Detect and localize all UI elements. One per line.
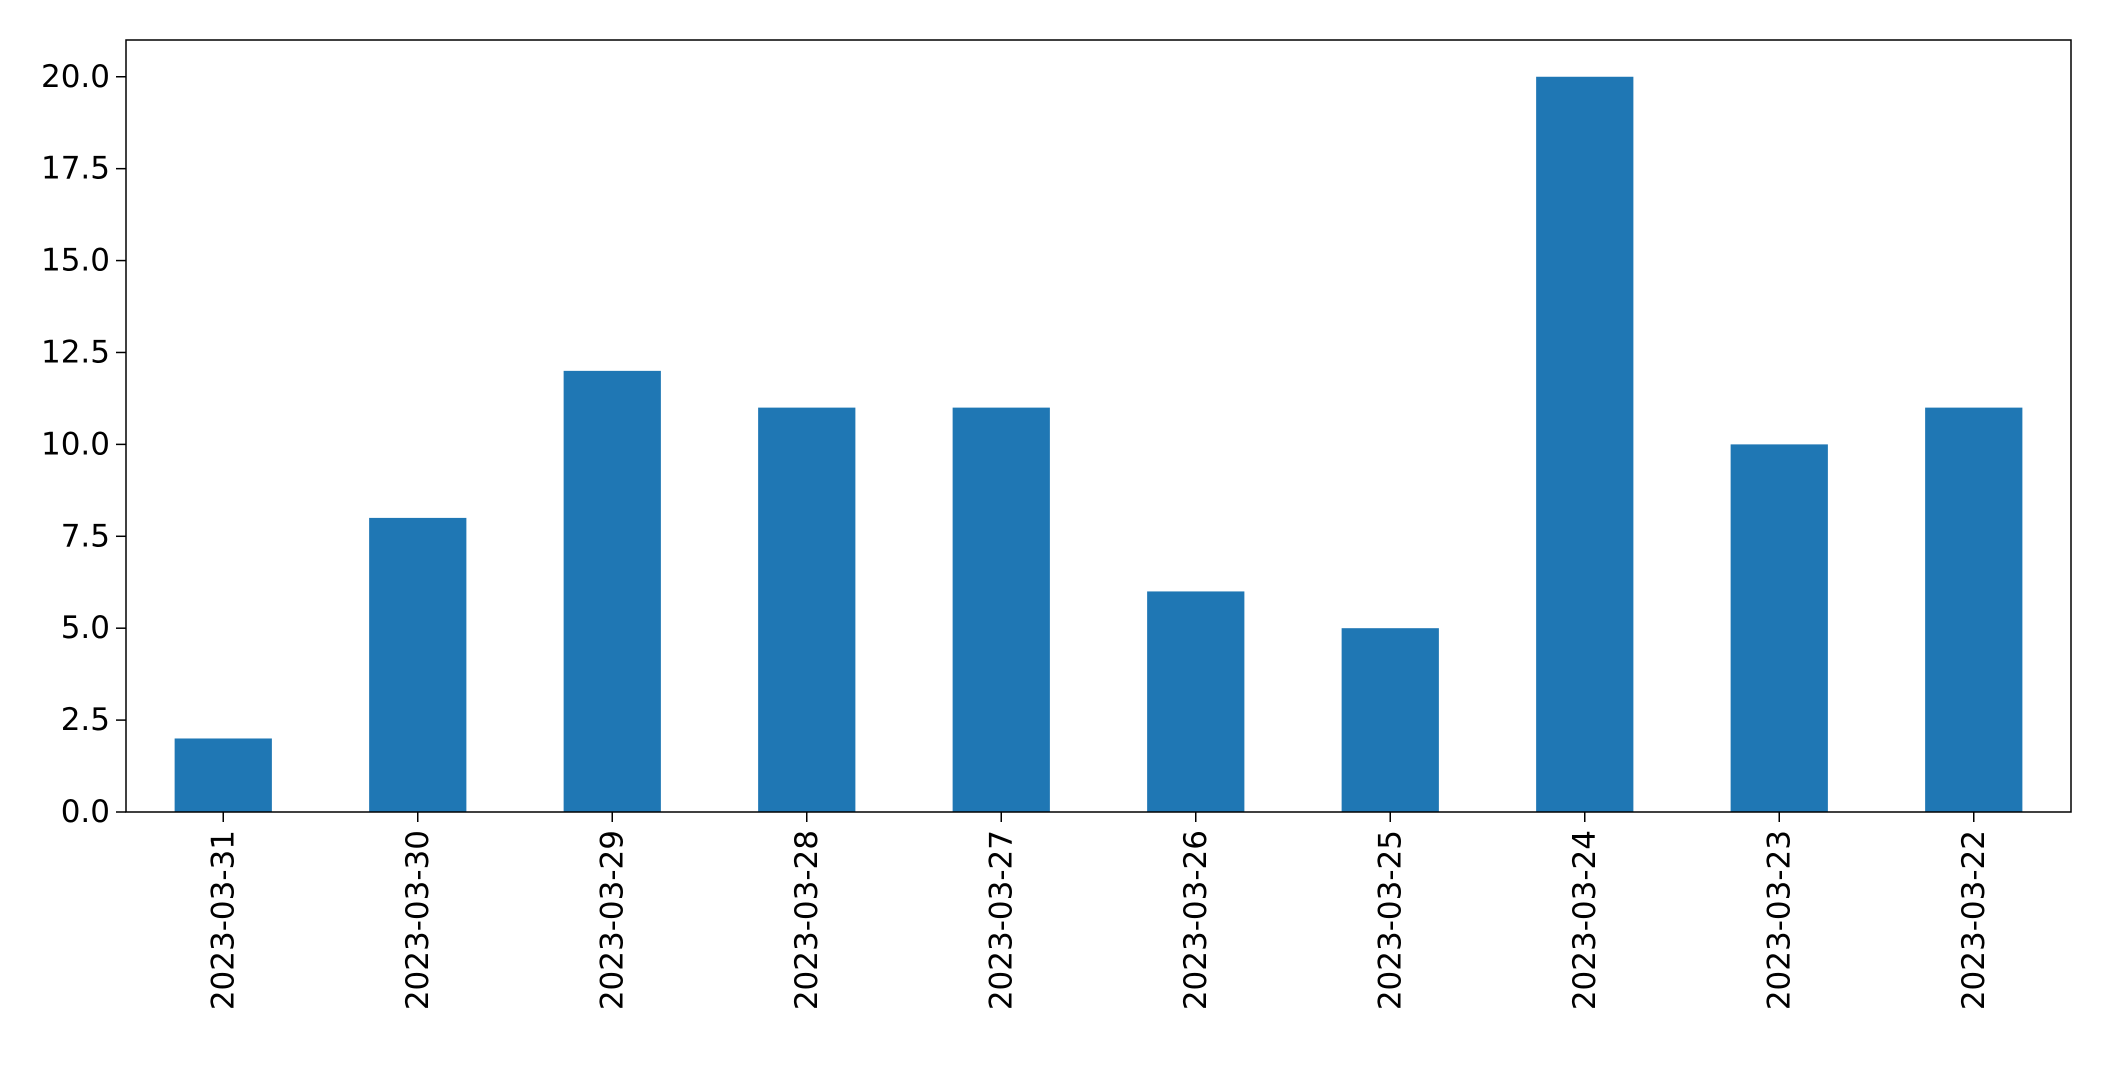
bar-2023-03-24	[1536, 76, 1634, 812]
y-tick-label: 12.5	[41, 334, 110, 370]
x-tick-label: 2023-03-23	[1761, 830, 1797, 1010]
x-tick-label: 2023-03-31	[205, 830, 241, 1010]
y-tick-label: 15.0	[41, 243, 110, 279]
bar-2023-03-23	[1730, 444, 1828, 812]
bar-2023-03-31	[174, 738, 272, 812]
x-tick-label: 2023-03-30	[400, 830, 436, 1010]
y-axis: 0.0 2.5 5.0 7.5 10.0 12.5 15.0 17.5 20.0	[41, 59, 126, 830]
y-tick-label: 5.0	[61, 610, 110, 646]
bar-2023-03-26	[1147, 591, 1245, 812]
y-tick-label: 20.0	[41, 59, 110, 95]
bar-2023-03-25	[1341, 628, 1439, 812]
bar-2023-03-29	[563, 370, 661, 812]
y-tick-label: 17.5	[41, 151, 110, 187]
x-axis: 2023-03-31 2023-03-30 2023-03-29 2023-03-28…	[205, 812, 1992, 1010]
x-tick-label: 2023-03-27	[983, 830, 1019, 1010]
x-tick-label: 2023-03-25	[1372, 830, 1408, 1010]
x-tick-label: 2023-03-28	[789, 830, 825, 1010]
y-tick-label: 0.0	[61, 794, 110, 830]
y-tick-label: 10.0	[41, 426, 110, 462]
bar-2023-03-27	[952, 407, 1050, 812]
bar-2023-03-22	[1925, 407, 2023, 812]
bar-2023-03-30	[369, 517, 467, 812]
y-tick-label: 2.5	[61, 702, 110, 738]
y-tick-label: 7.5	[61, 518, 110, 554]
bars-layer	[174, 76, 2023, 812]
bar-2023-03-28	[758, 407, 856, 812]
plot-frame	[125, 39, 2072, 813]
x-tick-label: 2023-03-24	[1567, 830, 1603, 1010]
x-tick-label: 2023-03-22	[1956, 830, 1992, 1010]
x-tick-label: 2023-03-26	[1178, 830, 1214, 1010]
x-tick-label: 2023-03-29	[594, 830, 630, 1010]
